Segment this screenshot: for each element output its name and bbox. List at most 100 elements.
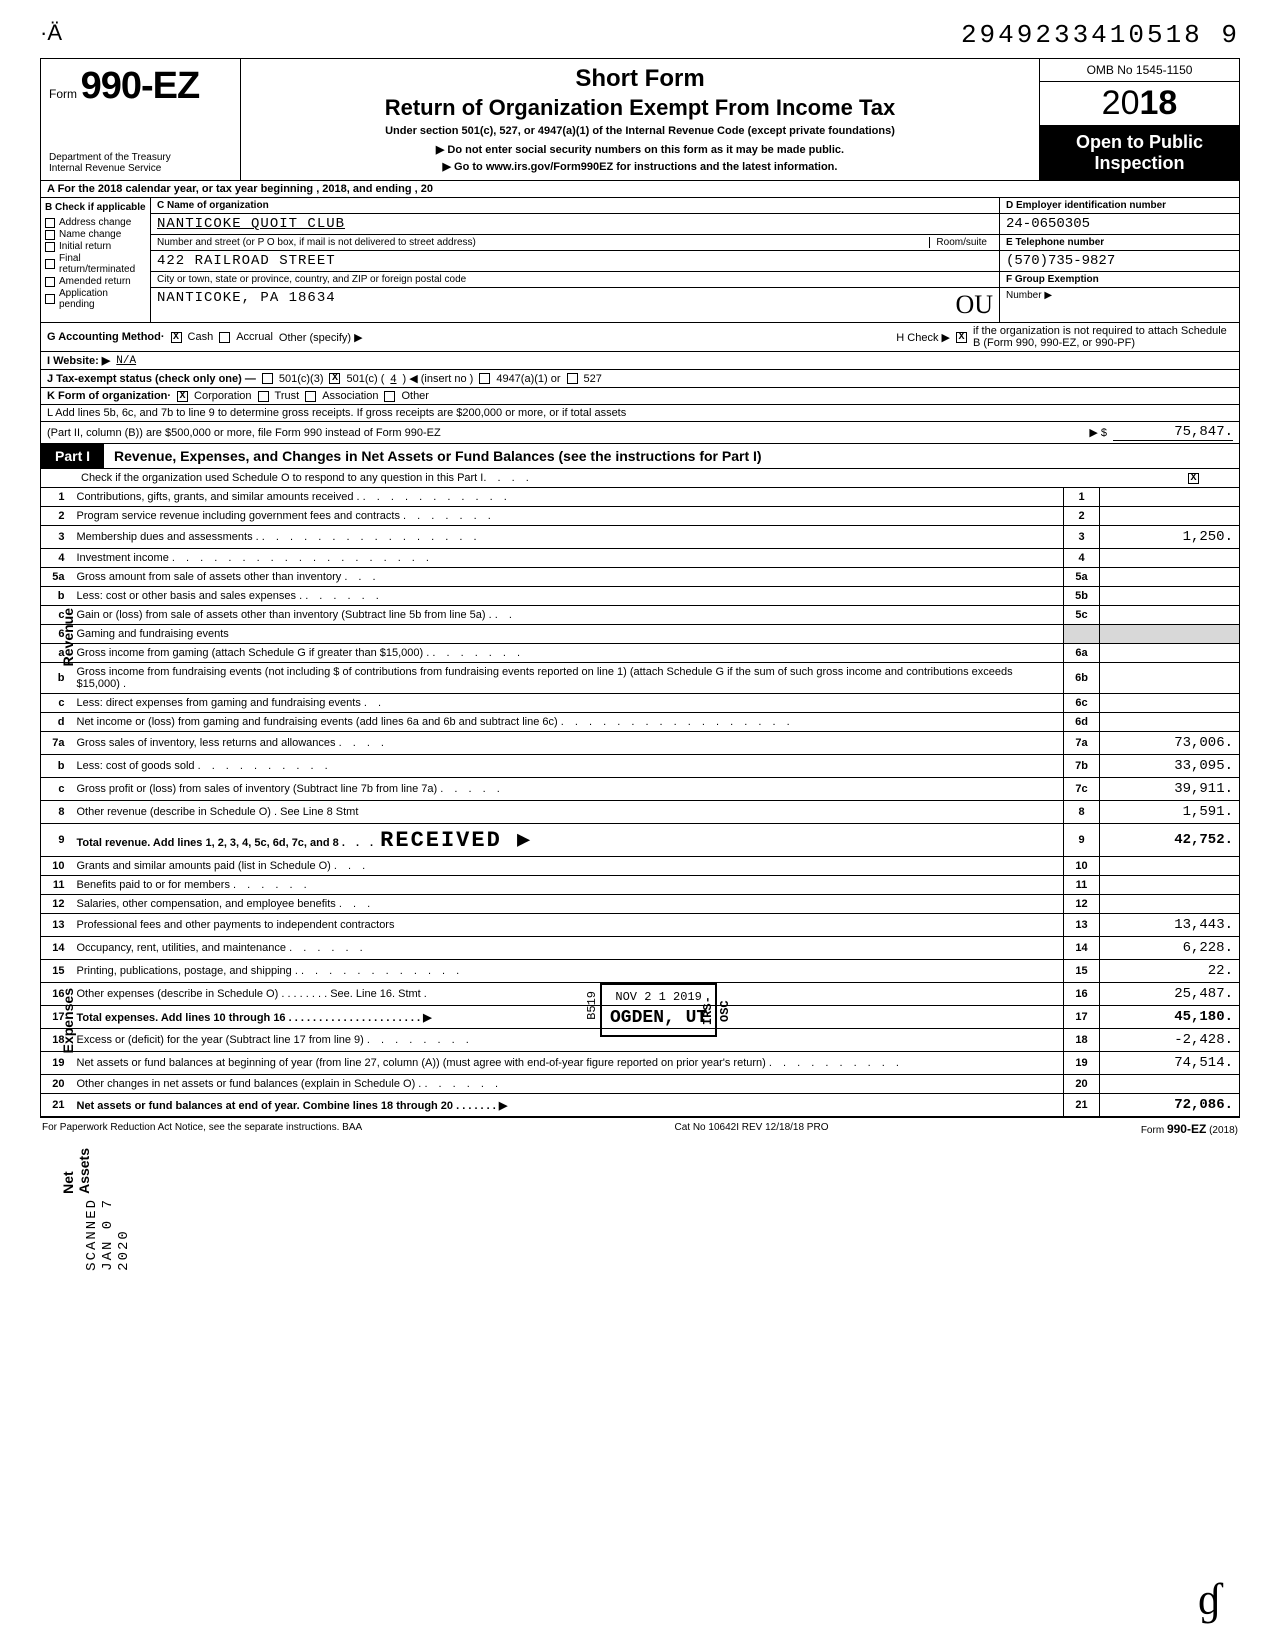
c-addr-label: Number and street (or P O box, if mail i… <box>157 237 476 248</box>
line-5a: 5aGross amount from sale of assets other… <box>41 568 1240 587</box>
footer-right: Form 990-EZ (2018) <box>1141 1122 1238 1136</box>
dept-treasury: Department of the Treasury <box>49 152 232 163</box>
org-city: NANTICOKE, PA 18634 <box>157 290 336 320</box>
chk-label: Address change <box>59 217 131 228</box>
chk-schedule-o[interactable] <box>1188 473 1199 484</box>
c-name-label: C Name of organization <box>157 200 269 211</box>
row-l1: L Add lines 5b, 6c, and 7b to line 9 to … <box>40 405 1240 422</box>
line-21: 21Net assets or fund balances at end of … <box>41 1094 1240 1117</box>
d-label: D Employer identification number <box>1006 200 1166 211</box>
omb: OMB No 1545-1150 <box>1040 59 1239 82</box>
chk-527[interactable] <box>567 373 578 384</box>
line-5c: cGain or (loss) from sale of assets othe… <box>41 606 1240 625</box>
j-4947: 4947(a)(1) or <box>496 373 560 385</box>
line-2: 2Program service revenue including gover… <box>41 507 1240 526</box>
corner-mark: ·Ä <box>40 20 62 46</box>
line-7b: bLess: cost of goods sold . . . . . . . … <box>41 755 1240 778</box>
footer: For Paperwork Reduction Act Notice, see … <box>40 1117 1240 1140</box>
title-main: Return of Organization Exempt From Incom… <box>385 95 896 121</box>
line-9: 9Total revenue. Add lines 1, 2, 3, 4, 5c… <box>41 824 1240 857</box>
line-10: 10Grants and similar amounts paid (list … <box>41 857 1240 876</box>
form-number: 990-EZ <box>81 65 200 107</box>
chk-initial-return[interactable]: Initial return <box>45 241 146 252</box>
side-netassets: Net Assets <box>60 1148 92 1194</box>
j-527: 527 <box>584 373 602 385</box>
j-501c-suffix: ) ◀ (insert no ) <box>403 372 474 385</box>
chk-address-change[interactable]: Address change <box>45 217 146 228</box>
year-bold: 18 <box>1140 84 1178 122</box>
goto-link: ▶ Go to www.irs.gov/Form990EZ for instru… <box>443 160 838 173</box>
part1-sub: Check if the organization used Schedule … <box>81 472 483 484</box>
room-label: Room/suite <box>929 237 993 248</box>
j-501c-num: 4 <box>390 373 396 385</box>
footer-mid: Cat No 10642I REV 12/18/18 PRO <box>675 1122 829 1136</box>
received-text: RECEIVED ▶ <box>380 828 532 853</box>
chk-label: Final return/terminated <box>59 253 146 275</box>
side-expenses: Expenses <box>60 988 76 1053</box>
accrual-label: Accrual <box>236 331 273 343</box>
chk-corp[interactable] <box>177 391 188 402</box>
chk-name-change[interactable]: Name change <box>45 229 146 240</box>
dept-irs: Internal Revenue Service <box>49 163 232 174</box>
cash-label: Cash <box>188 331 214 343</box>
line-6c: cLess: direct expenses from gaming and f… <box>41 694 1240 713</box>
row-a: A For the 2018 calendar year, or tax yea… <box>40 181 1240 198</box>
chk-501c3[interactable] <box>262 373 273 384</box>
chk-trust[interactable] <box>258 391 269 402</box>
ssn-warning: ▶ Do not enter social security numbers o… <box>436 143 844 156</box>
chk-4947[interactable] <box>479 373 490 384</box>
j-501c: 501(c) ( <box>346 373 384 385</box>
line-6a: aGross income from gaming (attach Schedu… <box>41 644 1240 663</box>
phone: (570)735-9827 <box>1006 253 1115 269</box>
chk-pending[interactable]: Application pending <box>45 288 146 310</box>
form-prefix: Form <box>49 87 77 101</box>
stamp-date: NOV 2 1 2019 <box>610 989 707 1006</box>
tax-year: 2018 <box>1040 82 1239 126</box>
chk-h[interactable] <box>956 332 967 343</box>
line-6: 6Gaming and fundraising events <box>41 625 1240 644</box>
b-header: B Check if applicable <box>45 202 146 213</box>
line-20: 20Other changes in net assets or fund ba… <box>41 1075 1240 1094</box>
f-label: F Group Exemption <box>1006 274 1099 285</box>
other-label: Other (specify) ▶ <box>279 331 363 344</box>
line-15: 15Printing, publications, postage, and s… <box>41 960 1240 983</box>
side-revenue: Revenue <box>60 608 76 666</box>
c-city-label: City or town, state or province, country… <box>157 274 466 285</box>
line-12: 12Salaries, other compensation, and empl… <box>41 895 1240 914</box>
part1-title: Revenue, Expenses, and Changes in Net As… <box>104 444 1239 468</box>
l-arrow: ▶ $ <box>1089 426 1107 439</box>
k-trust: Trust <box>275 390 300 402</box>
footer-left: For Paperwork Reduction Act Notice, see … <box>42 1122 362 1136</box>
k-assoc: Association <box>322 390 378 402</box>
j-label: J Tax-exempt status (check only one) — <box>47 373 256 385</box>
open-public: Open to Public Inspection <box>1040 126 1239 180</box>
chk-amended[interactable]: Amended return <box>45 276 146 287</box>
col-b: B Check if applicable Address change Nam… <box>41 198 151 322</box>
website: N/A <box>116 355 136 367</box>
chk-assoc[interactable] <box>305 391 316 402</box>
line-7a: 7aGross sales of inventory, less returns… <box>41 732 1240 755</box>
line-3: 3Membership dues and assessments . . . .… <box>41 526 1240 549</box>
form-header: Form 990-EZ Department of the Treasury I… <box>40 58 1240 181</box>
chk-label: Name change <box>59 229 121 240</box>
initials-mark: OU <box>955 290 993 320</box>
line-8: 8Other revenue (describe in Schedule O) … <box>41 801 1240 824</box>
org-name: NANTICOKE QUOIT CLUB <box>157 216 345 232</box>
chk-final-return[interactable]: Final return/terminated <box>45 253 146 275</box>
chk-501c[interactable] <box>329 373 340 384</box>
chk-cash[interactable] <box>171 332 182 343</box>
line-6d: dNet income or (loss) from gaming and fu… <box>41 713 1240 732</box>
line-11: 11Benefits paid to or for members . . . … <box>41 876 1240 895</box>
k-other: Other <box>401 390 429 402</box>
ein: 24-0650305 <box>1006 216 1090 232</box>
chk-label: Amended return <box>59 276 131 287</box>
h-text2: if the organization is not required to a… <box>973 325 1233 349</box>
chk-accrual[interactable] <box>219 332 230 343</box>
chk-other-org[interactable] <box>384 391 395 402</box>
line-4: 4Investment income . . . . . . . . . . .… <box>41 549 1240 568</box>
e-label: E Telephone number <box>1006 237 1104 248</box>
part1-tab: Part I <box>41 444 104 468</box>
chk-label: Initial return <box>59 241 111 252</box>
dln: 2949233410518 9 <box>961 20 1240 50</box>
year-outline: 20 <box>1102 84 1140 122</box>
